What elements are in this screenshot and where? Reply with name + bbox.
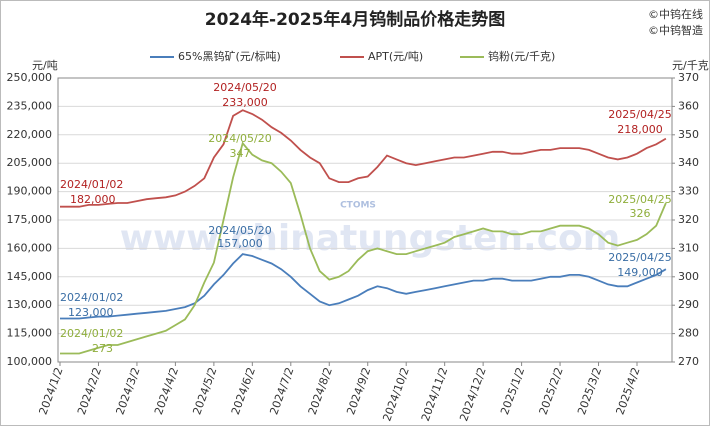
y2-tick-label: 320: [678, 213, 699, 226]
chart-title: 2024年-2025年4月钨制品价格走势图: [205, 9, 506, 30]
x-tick-label: 2024/5/2: [190, 366, 219, 417]
annotation: 2024/01/02: [60, 327, 123, 340]
y-tick-label: 220,000: [7, 128, 53, 141]
watermark: www.chinatungsten.com: [120, 218, 621, 259]
series-line: [60, 253, 667, 320]
legend-label: 钨粉(元/千克): [488, 50, 555, 63]
y2-tick-label: 340: [678, 156, 699, 169]
annotation: 2025/04/25: [608, 193, 671, 206]
annotation: 2024/01/02: [60, 178, 123, 191]
x-tick-label: 2024/8/2: [306, 366, 335, 417]
y-tick-label: 205,000: [7, 156, 53, 169]
annotation: 326: [630, 207, 651, 220]
annotation: 2025/04/25: [608, 251, 671, 264]
x-tick-label: 2025/4/2: [614, 366, 643, 417]
y2-tick-label: 350: [678, 128, 699, 141]
x-tick-label: 2025/2/2: [537, 366, 566, 417]
y2-unit: 元/千克: [672, 59, 709, 72]
x-tick-label: 2024/7/2: [267, 366, 296, 417]
y-tick-label: 130,000: [7, 298, 53, 311]
annotation: 157,000: [217, 237, 263, 250]
annotation: 2024/05/20: [213, 81, 276, 94]
annotation: 273: [92, 342, 113, 355]
annotation: 2024/05/20: [208, 132, 271, 145]
annotation: 2025/04/25: [608, 108, 671, 121]
y2-tick-label: 270: [678, 355, 699, 368]
y2-tick-label: 330: [678, 185, 699, 198]
annotation: 218,000: [617, 123, 663, 136]
y2-tick-label: 280: [678, 327, 699, 340]
x-tick-label: 2024/1/2: [37, 366, 66, 417]
y2-tick-label: 370: [678, 71, 699, 84]
x-tick-label: 2024/9/2: [344, 366, 373, 417]
y-tick-label: 145,000: [7, 270, 53, 283]
y2-tick-label: 360: [678, 99, 699, 112]
annotation: 2024/01/02: [60, 291, 123, 304]
y-tick-label: 190,000: [7, 185, 53, 198]
annotation: 2024/05/20: [208, 224, 271, 237]
y-tick-label: 175,000: [7, 213, 53, 226]
x-tick-label: 2025/3/2: [575, 366, 604, 417]
y-tick-label: 235,000: [7, 99, 53, 112]
x-tick-label: 2024/3/2: [113, 366, 142, 417]
source: ©中钨在线: [648, 7, 703, 21]
series-line: [60, 141, 667, 355]
x-tick-label: 2024/10/2: [380, 366, 412, 423]
annotation: 123,000: [68, 306, 114, 319]
annotation: 149,000: [617, 266, 663, 279]
plot-border: [57, 77, 673, 363]
series-line: [60, 109, 667, 208]
legend-label: APT(元/吨): [368, 50, 423, 63]
watermark: CTOMS: [340, 201, 376, 211]
y-tick-label: 100,000: [7, 355, 53, 368]
x-tick-label: 2024/12/2: [457, 366, 489, 423]
x-tick-label: 2024/6/2: [229, 366, 258, 417]
y-tick-label: 160,000: [7, 241, 53, 254]
annotation: 347: [230, 147, 251, 160]
x-tick-label: 2024/2/2: [75, 366, 104, 417]
x-tick-label: 2024/4/2: [152, 366, 181, 417]
y2-tick-label: 310: [678, 241, 699, 254]
x-tick-label: 2025/1/2: [498, 366, 527, 417]
y2-tick-label: 300: [678, 270, 699, 283]
y2-tick-label: 290: [678, 298, 699, 311]
y-tick-label: 250,000: [7, 71, 53, 84]
annotation: 233,000: [222, 96, 268, 109]
x-tick-label: 2024/11/2: [419, 366, 451, 423]
y-tick-label: 115,000: [7, 327, 53, 340]
y-unit: 元/吨: [32, 59, 58, 72]
annotation: 182,000: [70, 193, 116, 206]
source: ©中钨智造: [648, 23, 703, 37]
legend-label: 65%黑钨矿(元/标吨): [178, 49, 281, 63]
